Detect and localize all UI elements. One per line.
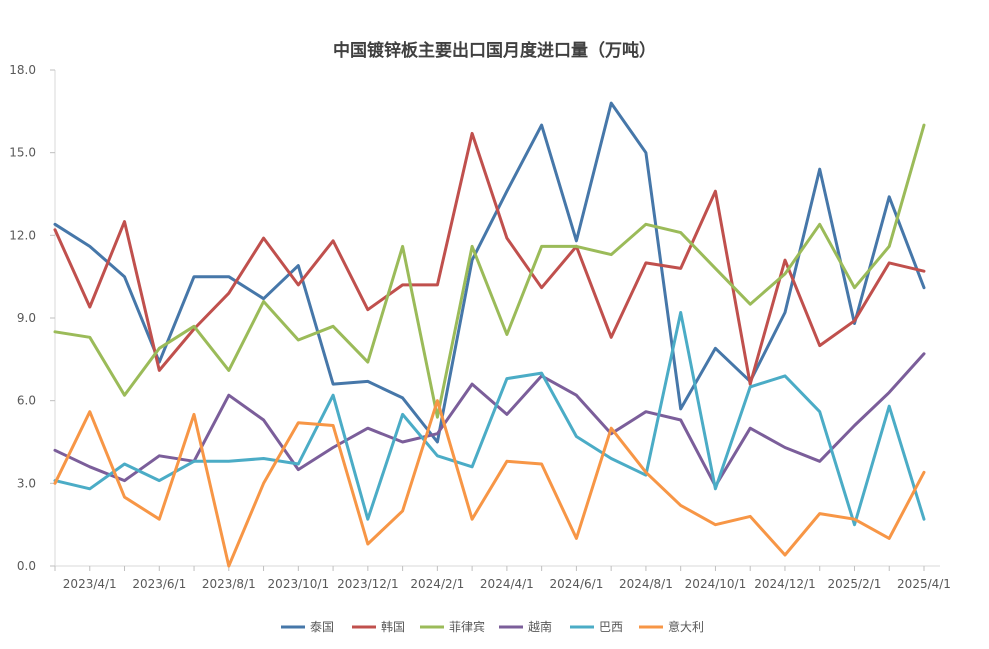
axes: 0.0 3.0 6.0 9.0 12.0 15.0 18.0 2023/4/1 2023/6/1…	[9, 63, 951, 591]
y-tick-label: 6.0	[17, 394, 36, 408]
x-tick-label: 2024/10/1	[685, 577, 747, 591]
legend-label: 韩国	[381, 619, 405, 634]
x-tick-label: 2025/4/1	[897, 577, 951, 591]
y-tick-label: 15.0	[9, 146, 36, 160]
legend-label: 意大利	[668, 619, 704, 634]
y-tick-label: 9.0	[17, 311, 36, 325]
series-line-意大利	[53, 399, 926, 568]
series-line-韩国	[53, 131, 926, 386]
y-tick-label: 3.0	[17, 476, 36, 490]
y-tick-label: 0.0	[17, 559, 36, 573]
x-tick-label: 2023/10/1	[268, 577, 330, 591]
x-tick-label: 2025/2/1	[828, 577, 882, 591]
series-line-巴西	[53, 311, 926, 527]
x-tick-label: 2024/2/1	[410, 577, 464, 591]
x-tick-label: 2023/12/1	[337, 577, 399, 591]
x-tick-label: 2023/4/1	[63, 577, 117, 591]
x-tick-label: 2024/4/1	[480, 577, 534, 591]
legend-label: 巴西	[599, 620, 623, 634]
series-lines	[53, 101, 926, 568]
legend: 泰国 韩国 菲律宾 越南 巴西 意大利	[281, 619, 704, 634]
y-tick-label: 18.0	[9, 63, 36, 77]
x-tick-label: 2023/6/1	[132, 577, 186, 591]
series-line-菲律宾	[53, 123, 926, 419]
y-tick-label: 12.0	[9, 228, 36, 242]
series-line-越南	[53, 352, 926, 488]
x-tick-label: 2024/8/1	[619, 577, 673, 591]
legend-label: 泰国	[310, 620, 334, 634]
x-tick-label: 2023/8/1	[202, 577, 256, 591]
legend-label: 菲律宾	[449, 619, 485, 634]
legend-label: 越南	[528, 619, 552, 634]
series-line-泰国	[53, 101, 926, 444]
chart-title: 中国镀锌板主要出口国月度进口量（万吨）	[333, 41, 656, 61]
x-tick-label: 2024/12/1	[754, 577, 816, 591]
x-tick-label: 2024/6/1	[549, 577, 603, 591]
